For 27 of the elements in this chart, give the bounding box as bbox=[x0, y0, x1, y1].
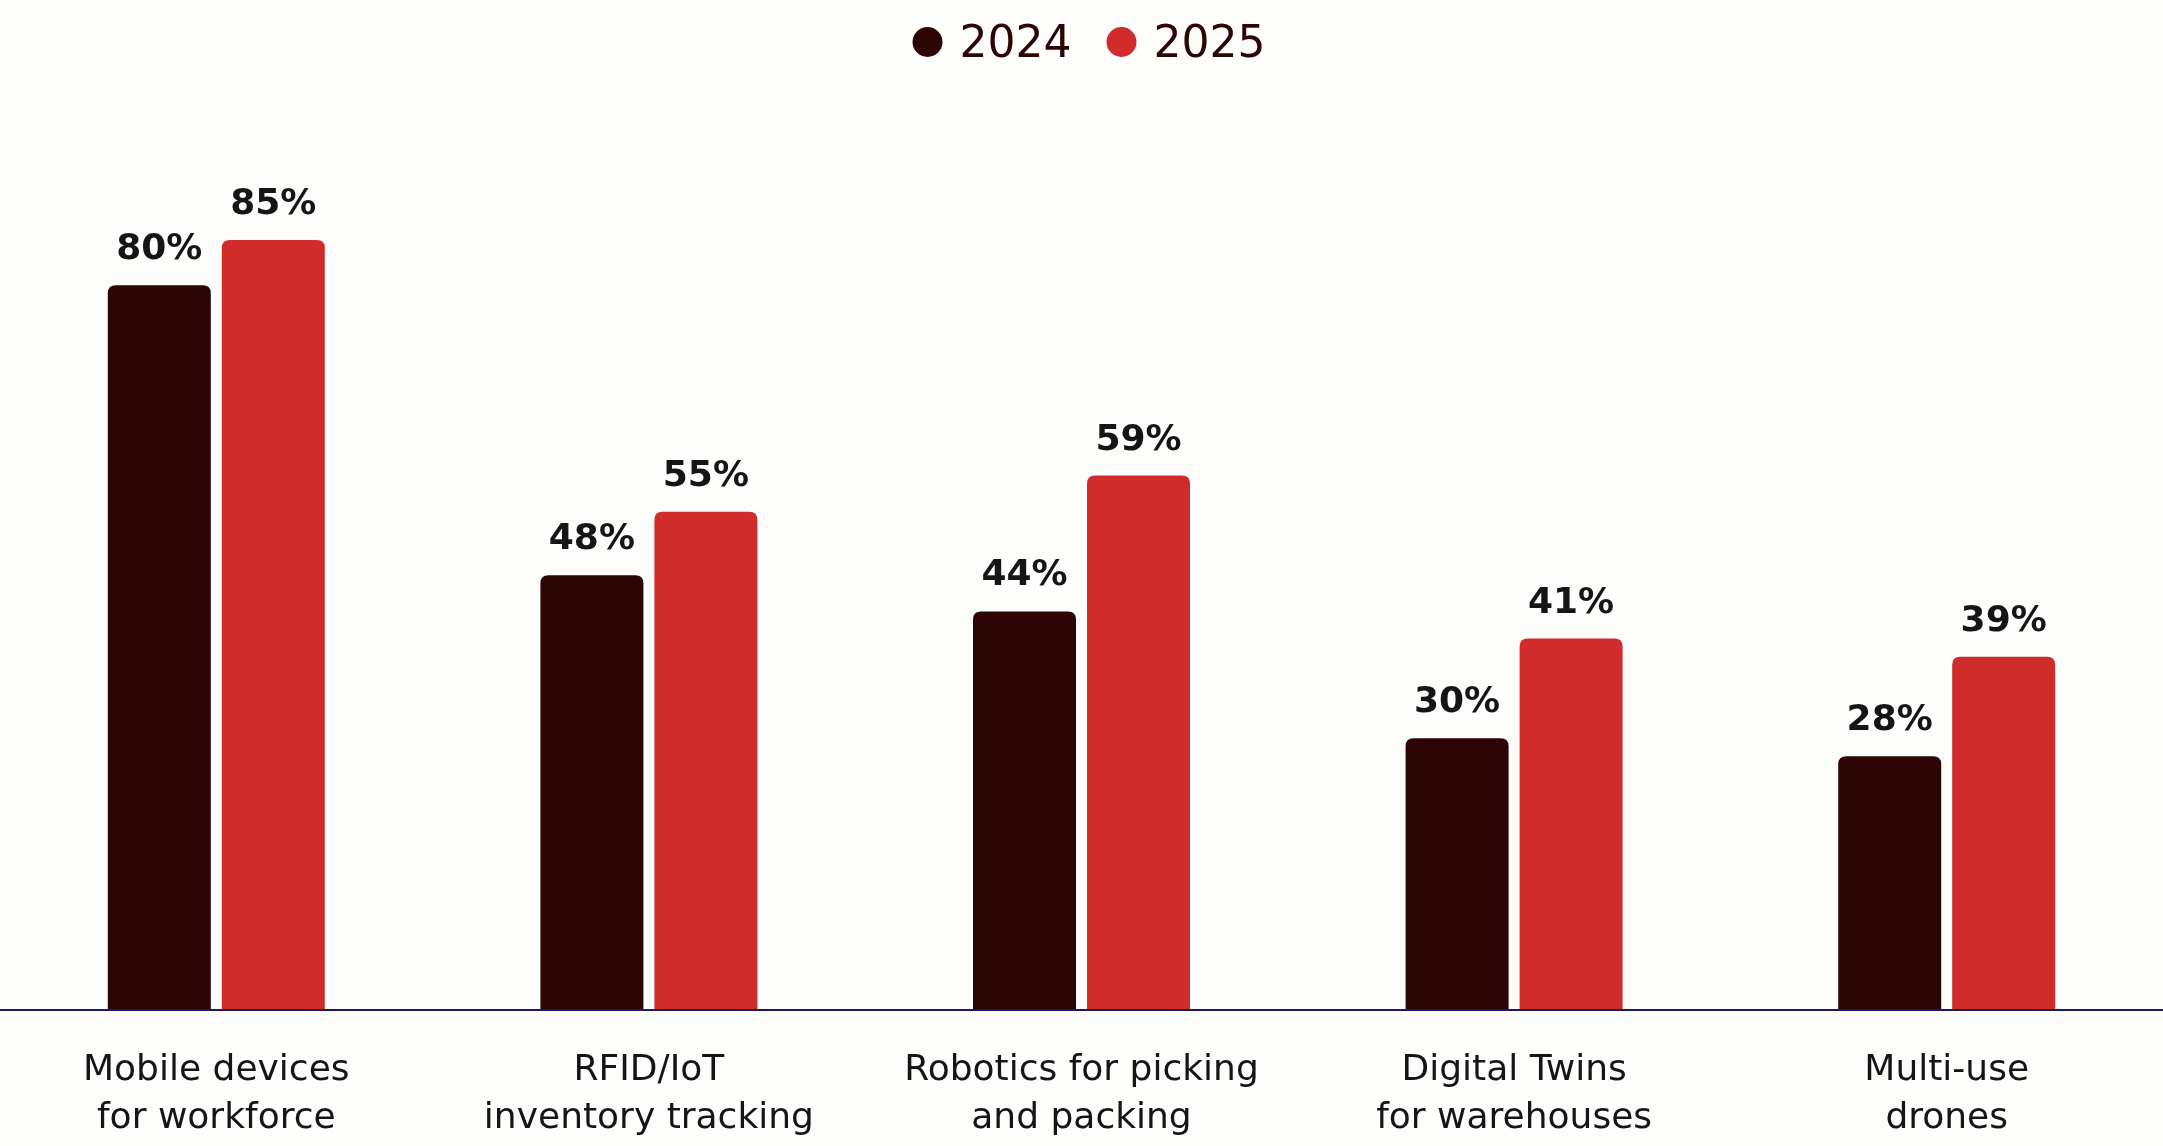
data-label: 80% bbox=[116, 226, 203, 268]
bar bbox=[1519, 638, 1623, 1010]
bar bbox=[1087, 475, 1190, 1010]
bar bbox=[1952, 656, 2056, 1010]
data-label: 85% bbox=[230, 181, 317, 222]
x-tick-label: Digital Twins for warehouses bbox=[1376, 1047, 1653, 1136]
x-tick-label: Mobile devices for workforce bbox=[83, 1047, 350, 1136]
data-label: 28% bbox=[1846, 697, 1933, 739]
data-label: 59% bbox=[1095, 416, 1182, 458]
data-label: 39% bbox=[1960, 597, 2047, 639]
data-label: 44% bbox=[981, 552, 1068, 594]
legend-label: 2024 bbox=[959, 16, 1072, 67]
bar bbox=[540, 575, 644, 1010]
bar bbox=[1405, 738, 1509, 1010]
bar bbox=[1838, 756, 1942, 1010]
x-tick-label: Multi-use drones bbox=[1864, 1047, 2030, 1136]
data-label: 48% bbox=[548, 516, 635, 558]
data-label: 55% bbox=[662, 452, 749, 494]
bar bbox=[973, 611, 1076, 1010]
bar bbox=[107, 285, 211, 1010]
x-tick-label: Robotics for picking and packing bbox=[904, 1047, 1259, 1136]
legend-label: 2025 bbox=[1153, 16, 1266, 67]
bar bbox=[221, 240, 325, 1010]
bar bbox=[654, 511, 758, 1010]
x-tick-label: RFID/IoT inventory tracking bbox=[483, 1047, 814, 1136]
data-label: 41% bbox=[1528, 579, 1615, 621]
data-label: 30% bbox=[1414, 679, 1501, 721]
